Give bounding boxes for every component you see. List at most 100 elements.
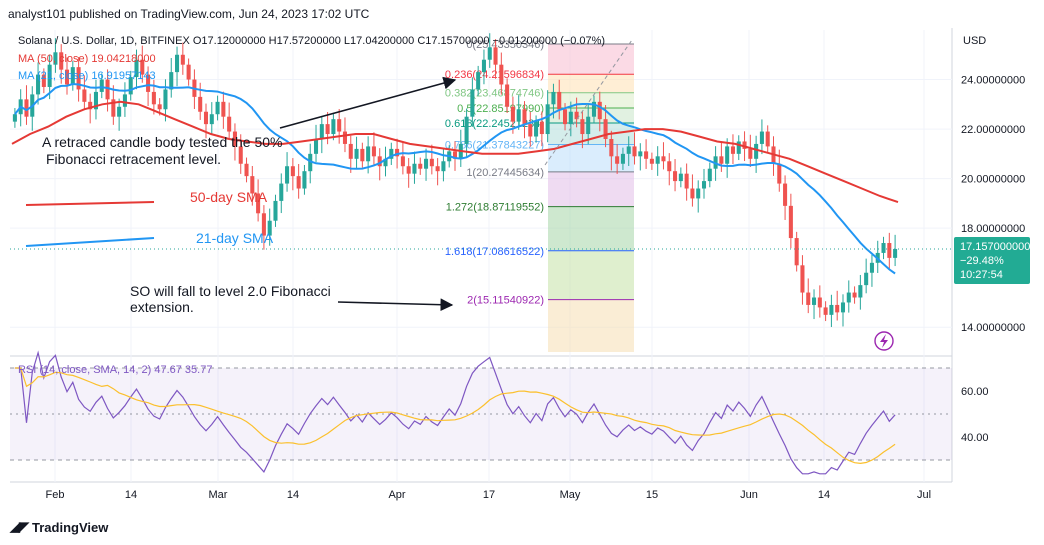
- time-tick-label: May: [560, 489, 581, 501]
- fall-arrow: [337, 298, 454, 312]
- candle-body: [881, 243, 886, 253]
- fib-zone: [548, 206, 634, 251]
- candle-body: [539, 121, 544, 135]
- candle-body: [846, 292, 851, 303]
- candle-body: [626, 146, 631, 154]
- candle-body: [667, 161, 672, 172]
- ma21-legend-line: [25, 237, 155, 247]
- candle-body: [221, 101, 226, 117]
- candle-body: [754, 143, 759, 159]
- candle-body: [788, 205, 793, 239]
- price-tick-label: 20.00000000: [961, 174, 1025, 186]
- candle-body: [522, 109, 527, 125]
- candle-body: [748, 148, 753, 159]
- candle-body: [644, 151, 649, 159]
- candle-body: [777, 163, 782, 184]
- rsi-tick-label: 60.00: [961, 386, 989, 398]
- rsi-line: [14, 350, 896, 475]
- candle-body: [869, 262, 874, 273]
- candle-body: [806, 292, 811, 305]
- candle-body: [424, 158, 429, 169]
- symbol-legend[interactable]: Solana / U.S. Dollar, 1D, BITFINEX O17.1…: [18, 35, 605, 47]
- candle-body: [163, 89, 168, 110]
- candle-body: [256, 193, 261, 214]
- fib-zone: [548, 123, 634, 145]
- candle-body: [499, 64, 504, 85]
- fib-level-label: 0.786(21.37843227): [445, 139, 544, 151]
- time-tick-label: Feb: [46, 489, 65, 501]
- candle-body: [701, 181, 707, 189]
- candle-body: [487, 47, 492, 60]
- candle-body: [551, 91, 556, 105]
- candle-body: [429, 158, 434, 167]
- candle-body: [412, 163, 417, 174]
- candle-body: [342, 131, 348, 144]
- fibonacci-extension: 0(25.43350346) 0.236(24.21596834) 0.382(23…: [445, 39, 634, 352]
- candle-body: [580, 119, 585, 135]
- time-axis-ticks: Feb 14 Mar 14 Apr 17 May 15 Jun 14 Jul: [46, 489, 932, 501]
- candle-body: [707, 168, 712, 182]
- tradingview-logo[interactable]: ◢◤ TradingView: [10, 519, 108, 535]
- candle-body: [285, 166, 290, 184]
- candle-body: [736, 141, 741, 154]
- candle-body: [313, 138, 319, 154]
- candlestick-series: [12, 33, 898, 327]
- ma21-legend[interactable]: MA (21, close) 16.91957143: [18, 70, 156, 82]
- candle-body: [383, 158, 388, 167]
- candle-body: [562, 109, 568, 125]
- candle-body: [858, 285, 863, 298]
- candle-body: [227, 116, 232, 132]
- ma21-line: [14, 82, 896, 275]
- fib-level-label: 0(25.43350346): [466, 39, 544, 51]
- fib-level-label: 1.618(17.08616522): [445, 246, 544, 258]
- rsi-legend[interactable]: RSI (14, close, SMA, 14, 2) 47.67 35.77: [18, 364, 212, 376]
- candle-body: [186, 64, 191, 80]
- time-tick-label: 14: [287, 489, 299, 501]
- candle-body: [238, 146, 243, 164]
- fib-zone: [548, 250, 634, 300]
- candle-body: [609, 138, 614, 157]
- time-tick-label: 14: [125, 489, 137, 501]
- ma50-legend[interactable]: MA (50, close) 19.04218000: [18, 53, 156, 65]
- candle-body: [366, 146, 371, 162]
- candle-body: [649, 158, 654, 164]
- candle-body: [800, 265, 805, 293]
- candle-body: [464, 116, 469, 144]
- candle-body: [128, 77, 133, 95]
- candle-body: [835, 304, 840, 313]
- candle-body: [302, 171, 307, 189]
- candle-body: [725, 146, 730, 164]
- candle-body: [603, 119, 608, 139]
- tradingview-icon: ◢◤: [10, 519, 29, 534]
- lightning-icon[interactable]: [874, 331, 894, 351]
- candle-body: [696, 188, 701, 199]
- last-price-badge: 17.157000000 −29.48% 10:27:54: [954, 237, 1030, 284]
- candle-body: [105, 79, 110, 100]
- time-tick-label: 15: [646, 489, 658, 501]
- fib-zone: [548, 299, 634, 352]
- time-tick-label: Jun: [740, 489, 758, 501]
- time-tick-label: Jul: [917, 489, 931, 501]
- fib-level-label: 2(15.11540922): [467, 295, 544, 307]
- candle-body: [395, 148, 400, 157]
- candle-body: [377, 156, 382, 167]
- price-tick-label: 14.00000000: [961, 322, 1025, 334]
- price-tick-label: 24.00000000: [961, 75, 1025, 87]
- candle-body: [169, 72, 174, 90]
- candle-body: [111, 99, 116, 117]
- badge-countdown: 10:27:54: [960, 269, 1003, 281]
- candle-body: [354, 148, 359, 159]
- candle-body: [528, 124, 533, 137]
- candle-body: [684, 173, 689, 189]
- retrace-annotation-line1: A retraced candle body tested the 50%: [42, 134, 283, 150]
- candle-body: [41, 74, 46, 87]
- candle-body: [122, 94, 127, 107]
- price-axis-ticks: 24.00000000 22.00000000 20.00000000 18.0000…: [961, 75, 1025, 335]
- candle-body: [99, 79, 104, 92]
- candle-body: [250, 176, 255, 194]
- fib-level-label: 1.272(18.87119552): [446, 202, 544, 214]
- candle-body: [655, 156, 660, 164]
- candle-body: [308, 153, 313, 172]
- candle-body: [24, 99, 29, 117]
